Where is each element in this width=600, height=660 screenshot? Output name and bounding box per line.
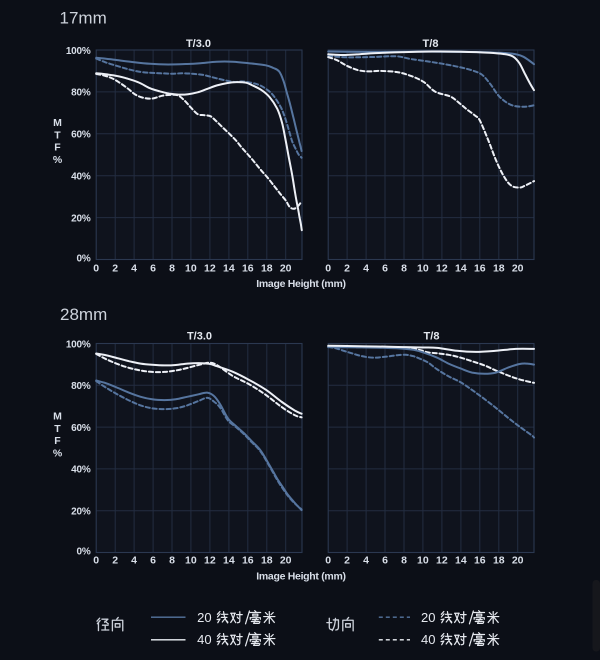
svg-text:17mm: 17mm: [60, 9, 107, 28]
svg-text:80%: 80%: [71, 381, 91, 392]
svg-text:20%: 20%: [71, 213, 91, 224]
svg-text:10: 10: [417, 263, 429, 275]
svg-text:10: 10: [185, 555, 197, 567]
svg-text:6: 6: [150, 263, 156, 275]
svg-text:12: 12: [436, 555, 448, 567]
svg-text:4: 4: [363, 555, 369, 567]
svg-text:14: 14: [223, 263, 235, 275]
svg-text:40: 40: [421, 632, 435, 647]
svg-text:14: 14: [223, 555, 235, 567]
svg-text:6: 6: [382, 263, 388, 275]
svg-text:0%: 0%: [77, 253, 91, 264]
svg-text:80%: 80%: [71, 88, 91, 99]
svg-text:0: 0: [325, 263, 331, 275]
svg-text:20%: 20%: [71, 507, 91, 518]
svg-text:10: 10: [417, 555, 429, 567]
svg-text:T: T: [54, 423, 61, 435]
svg-text:28mm: 28mm: [60, 305, 107, 324]
svg-text:60%: 60%: [71, 423, 91, 434]
svg-text:14: 14: [455, 555, 467, 567]
svg-text:6: 6: [382, 555, 388, 567]
svg-text:20: 20: [512, 555, 524, 567]
svg-text:18: 18: [261, 263, 273, 275]
svg-text:6: 6: [150, 555, 156, 567]
svg-text:%: %: [53, 154, 63, 166]
svg-text:8: 8: [169, 263, 175, 275]
svg-text:M: M: [53, 411, 62, 423]
svg-text:2: 2: [344, 555, 350, 567]
svg-text:2: 2: [344, 263, 350, 275]
svg-text:16: 16: [242, 555, 254, 567]
svg-text:2: 2: [112, 555, 118, 567]
svg-text:20: 20: [512, 263, 524, 275]
svg-text:20: 20: [280, 555, 292, 567]
svg-text:40%: 40%: [71, 172, 91, 183]
svg-text:Image Height (mm): Image Height (mm): [256, 278, 345, 290]
svg-text:10: 10: [185, 263, 197, 275]
svg-text:M: M: [53, 117, 62, 129]
svg-text:F: F: [54, 435, 61, 447]
svg-text:14: 14: [455, 263, 467, 275]
svg-text:20: 20: [421, 610, 435, 625]
svg-text:18: 18: [261, 555, 273, 567]
svg-text:8: 8: [169, 555, 175, 567]
svg-text:12: 12: [204, 555, 216, 567]
svg-text:8: 8: [401, 555, 407, 567]
svg-text:4: 4: [131, 263, 137, 275]
svg-text:0%: 0%: [77, 546, 91, 557]
svg-text:T/3.0: T/3.0: [187, 330, 212, 342]
svg-text:12: 12: [436, 263, 448, 275]
svg-text:100%: 100%: [66, 339, 91, 350]
svg-text:16: 16: [242, 263, 254, 275]
svg-text:T/8: T/8: [424, 330, 440, 342]
svg-text:18: 18: [493, 555, 505, 567]
svg-text:4: 4: [363, 263, 369, 275]
svg-text:%: %: [53, 447, 63, 459]
svg-text:40: 40: [197, 632, 211, 647]
svg-text:0: 0: [93, 263, 99, 275]
svg-text:T/3.0: T/3.0: [186, 38, 211, 50]
svg-text:T: T: [54, 129, 61, 141]
svg-text:20: 20: [197, 610, 211, 625]
svg-text:0: 0: [325, 555, 331, 567]
svg-text:F: F: [54, 142, 61, 154]
svg-text:12: 12: [204, 263, 216, 275]
svg-text:20: 20: [280, 263, 292, 275]
svg-text:16: 16: [474, 263, 486, 275]
svg-text:4: 4: [131, 555, 137, 567]
svg-text:40%: 40%: [71, 465, 91, 476]
svg-text:0: 0: [93, 555, 99, 567]
svg-text:16: 16: [474, 555, 486, 567]
svg-text:8: 8: [401, 263, 407, 275]
svg-text:2: 2: [112, 263, 118, 275]
svg-text:T/8: T/8: [423, 38, 439, 50]
svg-text:100%: 100%: [66, 46, 91, 57]
svg-text:18: 18: [493, 263, 505, 275]
svg-text:Image Height (mm): Image Height (mm): [256, 571, 345, 583]
svg-text:60%: 60%: [71, 130, 91, 141]
